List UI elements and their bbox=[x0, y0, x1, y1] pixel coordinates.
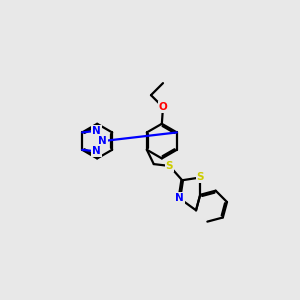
Text: O: O bbox=[159, 102, 167, 112]
Text: S: S bbox=[166, 161, 173, 171]
Text: N: N bbox=[92, 146, 101, 156]
Text: N: N bbox=[175, 193, 184, 203]
Text: N: N bbox=[92, 126, 101, 136]
Text: S: S bbox=[196, 172, 204, 182]
Text: N: N bbox=[98, 136, 107, 146]
